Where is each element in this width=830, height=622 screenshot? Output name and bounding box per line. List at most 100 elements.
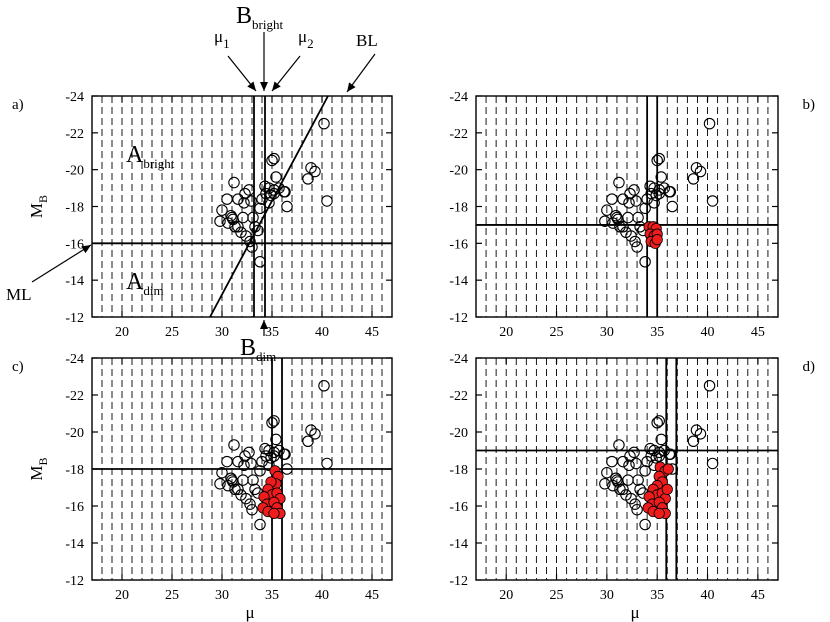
data-point bbox=[639, 255, 651, 268]
data-point bbox=[706, 195, 719, 207]
data-point bbox=[239, 187, 251, 200]
data-point bbox=[237, 211, 249, 224]
data-point bbox=[664, 448, 677, 460]
data-point bbox=[629, 498, 641, 510]
data-point bbox=[254, 202, 266, 215]
data-point bbox=[221, 455, 233, 468]
x-tick-label: 30 bbox=[600, 588, 614, 603]
data-point bbox=[631, 241, 643, 253]
data-point bbox=[228, 176, 240, 189]
data-point bbox=[305, 162, 317, 174]
data-point bbox=[270, 433, 282, 446]
data-point bbox=[246, 241, 258, 253]
scatter-points bbox=[599, 117, 719, 268]
x-tick-label: 25 bbox=[550, 588, 564, 603]
x-tick-label: 35 bbox=[265, 588, 279, 603]
data-point bbox=[254, 518, 266, 531]
data-point bbox=[650, 189, 662, 202]
panel-label: c) bbox=[12, 359, 24, 375]
data-point bbox=[613, 176, 625, 189]
data-point bbox=[243, 184, 255, 196]
x-tick-label: 40 bbox=[701, 325, 715, 340]
data-point bbox=[216, 466, 228, 479]
data-point bbox=[232, 221, 244, 233]
y-tick-label: -20 bbox=[449, 426, 468, 441]
data-point bbox=[622, 211, 634, 224]
selected-data-point bbox=[653, 507, 665, 520]
data-point bbox=[631, 503, 643, 516]
data-point bbox=[632, 211, 644, 224]
mu2-label-main: μ bbox=[298, 27, 307, 46]
selected-data-point bbox=[662, 463, 674, 475]
x-tick-label: 35 bbox=[650, 325, 664, 340]
data-point bbox=[232, 483, 244, 496]
y-tick-label: -14 bbox=[65, 537, 84, 552]
a-bright-label-sub: bright bbox=[143, 156, 174, 171]
scatter-points bbox=[599, 379, 719, 531]
y-tick-label: -12 bbox=[65, 311, 84, 326]
data-point bbox=[601, 204, 613, 216]
data-point bbox=[628, 184, 640, 196]
bl-label: BL bbox=[356, 31, 378, 50]
data-point bbox=[265, 189, 277, 202]
data-point bbox=[318, 379, 330, 392]
data-point bbox=[214, 215, 226, 227]
b-dim-arrow-head bbox=[260, 320, 268, 329]
panel-a: 20 25 30 35 40 45-24-22-20-18-16-14-12MBa)Bbr… bbox=[6, 3, 393, 364]
data-point bbox=[601, 466, 613, 479]
data-point bbox=[232, 455, 244, 468]
x-tick-label: 45 bbox=[365, 588, 379, 603]
data-point bbox=[651, 154, 663, 167]
data-point bbox=[629, 235, 641, 248]
mu2-label-sub: 2 bbox=[307, 36, 314, 51]
y-tick-label: -18 bbox=[65, 201, 84, 216]
x-tick-label: 20 bbox=[115, 588, 129, 603]
data-point bbox=[318, 117, 330, 130]
data-point bbox=[634, 483, 646, 496]
data-point bbox=[623, 459, 635, 472]
a-dim-label-sub: dim bbox=[143, 283, 163, 298]
data-point bbox=[266, 154, 278, 167]
data-point bbox=[266, 416, 278, 429]
y-tick-label: -12 bbox=[449, 311, 468, 326]
data-point bbox=[265, 452, 277, 464]
data-point bbox=[703, 379, 716, 392]
data-point bbox=[617, 455, 629, 468]
b-dim-label-sub: dim bbox=[256, 349, 276, 364]
bl-line bbox=[209, 95, 329, 318]
y-tick-label: -20 bbox=[65, 426, 84, 441]
data-point bbox=[247, 211, 259, 224]
panel-label: a) bbox=[12, 97, 24, 113]
data-point bbox=[281, 463, 293, 475]
data-point bbox=[279, 448, 291, 460]
x-tick-label: 40 bbox=[701, 588, 715, 603]
data-point bbox=[246, 503, 258, 516]
b-bright-label-main: B bbox=[236, 3, 252, 29]
grid bbox=[485, 96, 769, 317]
b-bright-label: Bbright bbox=[236, 3, 283, 32]
data-point bbox=[252, 224, 264, 237]
x-tick-label: 25 bbox=[165, 325, 179, 340]
data-point bbox=[630, 195, 642, 207]
y-tick-label: -12 bbox=[65, 574, 84, 589]
y-tick-label: -16 bbox=[65, 237, 84, 252]
data-point bbox=[690, 162, 703, 174]
y-tick-label: -18 bbox=[449, 463, 468, 478]
y-tick-label: -16 bbox=[449, 500, 468, 515]
data-point bbox=[687, 435, 700, 447]
y-tick-label: -14 bbox=[449, 537, 468, 552]
data-point bbox=[694, 165, 707, 178]
data-point bbox=[238, 459, 250, 472]
panel-label: d) bbox=[803, 359, 816, 375]
data-point bbox=[687, 173, 700, 185]
ml-label: ML bbox=[6, 285, 32, 304]
x-tick-label: 30 bbox=[215, 325, 229, 340]
ml-arrow-head bbox=[81, 245, 91, 254]
y-tick-label: -24 bbox=[65, 352, 84, 367]
data-point bbox=[244, 498, 256, 510]
x-tick-label: 40 bbox=[315, 325, 329, 340]
data-point bbox=[321, 457, 333, 470]
y-tick-label: -22 bbox=[65, 127, 84, 142]
data-point bbox=[694, 428, 707, 440]
data-point bbox=[279, 186, 291, 198]
